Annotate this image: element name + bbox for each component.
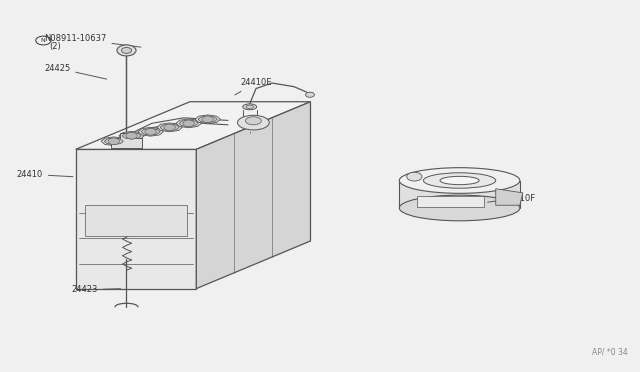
Polygon shape xyxy=(179,120,198,126)
Polygon shape xyxy=(119,131,144,140)
Polygon shape xyxy=(104,138,124,145)
Circle shape xyxy=(183,120,195,126)
Text: N08911-10637: N08911-10637 xyxy=(44,34,141,47)
Text: 24410E: 24410E xyxy=(235,78,272,95)
Polygon shape xyxy=(157,123,182,132)
Circle shape xyxy=(407,172,422,181)
Text: AP/ *0 34: AP/ *0 34 xyxy=(592,347,628,356)
Polygon shape xyxy=(399,180,520,208)
Text: (2): (2) xyxy=(49,42,61,51)
Circle shape xyxy=(117,45,136,56)
Polygon shape xyxy=(141,128,160,135)
Polygon shape xyxy=(160,124,179,131)
Ellipse shape xyxy=(424,173,496,188)
Circle shape xyxy=(305,92,314,97)
Polygon shape xyxy=(111,133,142,148)
Circle shape xyxy=(122,48,132,53)
Ellipse shape xyxy=(243,104,257,110)
Polygon shape xyxy=(195,115,220,124)
Polygon shape xyxy=(138,127,163,136)
Ellipse shape xyxy=(440,176,479,185)
Text: 24410F: 24410F xyxy=(488,194,535,203)
Circle shape xyxy=(145,128,156,135)
Ellipse shape xyxy=(246,105,253,109)
Polygon shape xyxy=(196,102,310,289)
Text: 24425: 24425 xyxy=(44,64,107,79)
Circle shape xyxy=(202,116,213,123)
Circle shape xyxy=(126,132,138,139)
Circle shape xyxy=(108,138,120,145)
Ellipse shape xyxy=(399,195,520,221)
Polygon shape xyxy=(417,196,484,206)
Text: 24410: 24410 xyxy=(17,170,73,179)
Polygon shape xyxy=(198,116,217,123)
FancyBboxPatch shape xyxy=(85,205,187,236)
Text: 24423: 24423 xyxy=(71,285,120,294)
Ellipse shape xyxy=(246,117,261,125)
Ellipse shape xyxy=(237,115,269,130)
Polygon shape xyxy=(176,119,202,128)
Polygon shape xyxy=(76,149,196,289)
Polygon shape xyxy=(122,132,141,139)
Circle shape xyxy=(164,124,175,131)
Text: N: N xyxy=(40,38,45,43)
Polygon shape xyxy=(496,189,523,205)
Ellipse shape xyxy=(399,168,520,193)
Polygon shape xyxy=(76,102,310,149)
Polygon shape xyxy=(101,137,127,146)
